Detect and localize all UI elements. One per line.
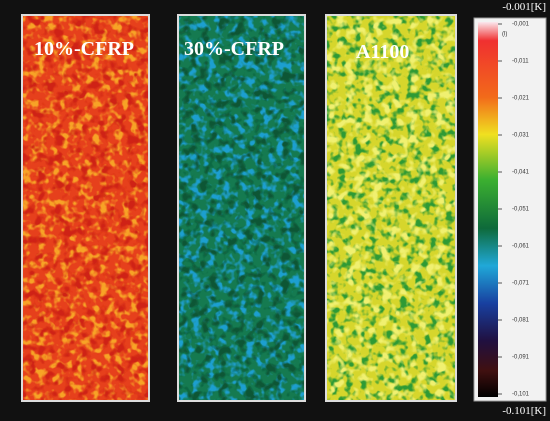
colorbar: (l) -0,001 -0,011 -0,021 -0,031 -0,041 -0,051…: [474, 18, 546, 401]
speckle: [179, 16, 304, 400]
colorbar-tick-label: -0,051: [512, 207, 530, 213]
speckle: [23, 16, 148, 400]
colorbar-tick-label: -0,021: [512, 96, 530, 102]
panel-label: 30%-CFRP: [184, 38, 284, 60]
panel-label: 10%-CFRP: [34, 38, 134, 60]
colorbar-tick-label: -0,041: [512, 170, 530, 176]
colorbar-tick-label: -0,081: [512, 318, 530, 324]
thermal-figure: 10%-CFRP 30%-CFRP A1100 (l) -0,001 -0,011…: [0, 0, 550, 421]
colorbar-tick-label: -0,091: [512, 355, 530, 361]
colorbar-tick-label: -0,031: [512, 133, 530, 139]
panel: 30%-CFRP: [178, 15, 305, 401]
panel-label: A1100: [356, 41, 409, 63]
colorbar-unit: (l): [502, 32, 507, 38]
colorbar-tick-label: -0,001: [512, 22, 530, 28]
colorbar-tick-label: -0,011: [512, 59, 529, 65]
colorbar-strip: [478, 22, 498, 397]
colorbar-top-label: -0.001[K]: [502, 1, 546, 13]
colorbar-bottom-label: -0.101[K]: [502, 405, 546, 417]
colorbar-tick-label: -0,071: [512, 281, 530, 287]
colorbar-tick-label: -0,061: [512, 244, 530, 250]
panel: 10%-CFRP: [22, 15, 149, 401]
speckle: [327, 16, 455, 400]
panel: A1100: [326, 15, 456, 401]
colorbar-tick-label: -0,101: [512, 392, 530, 398]
